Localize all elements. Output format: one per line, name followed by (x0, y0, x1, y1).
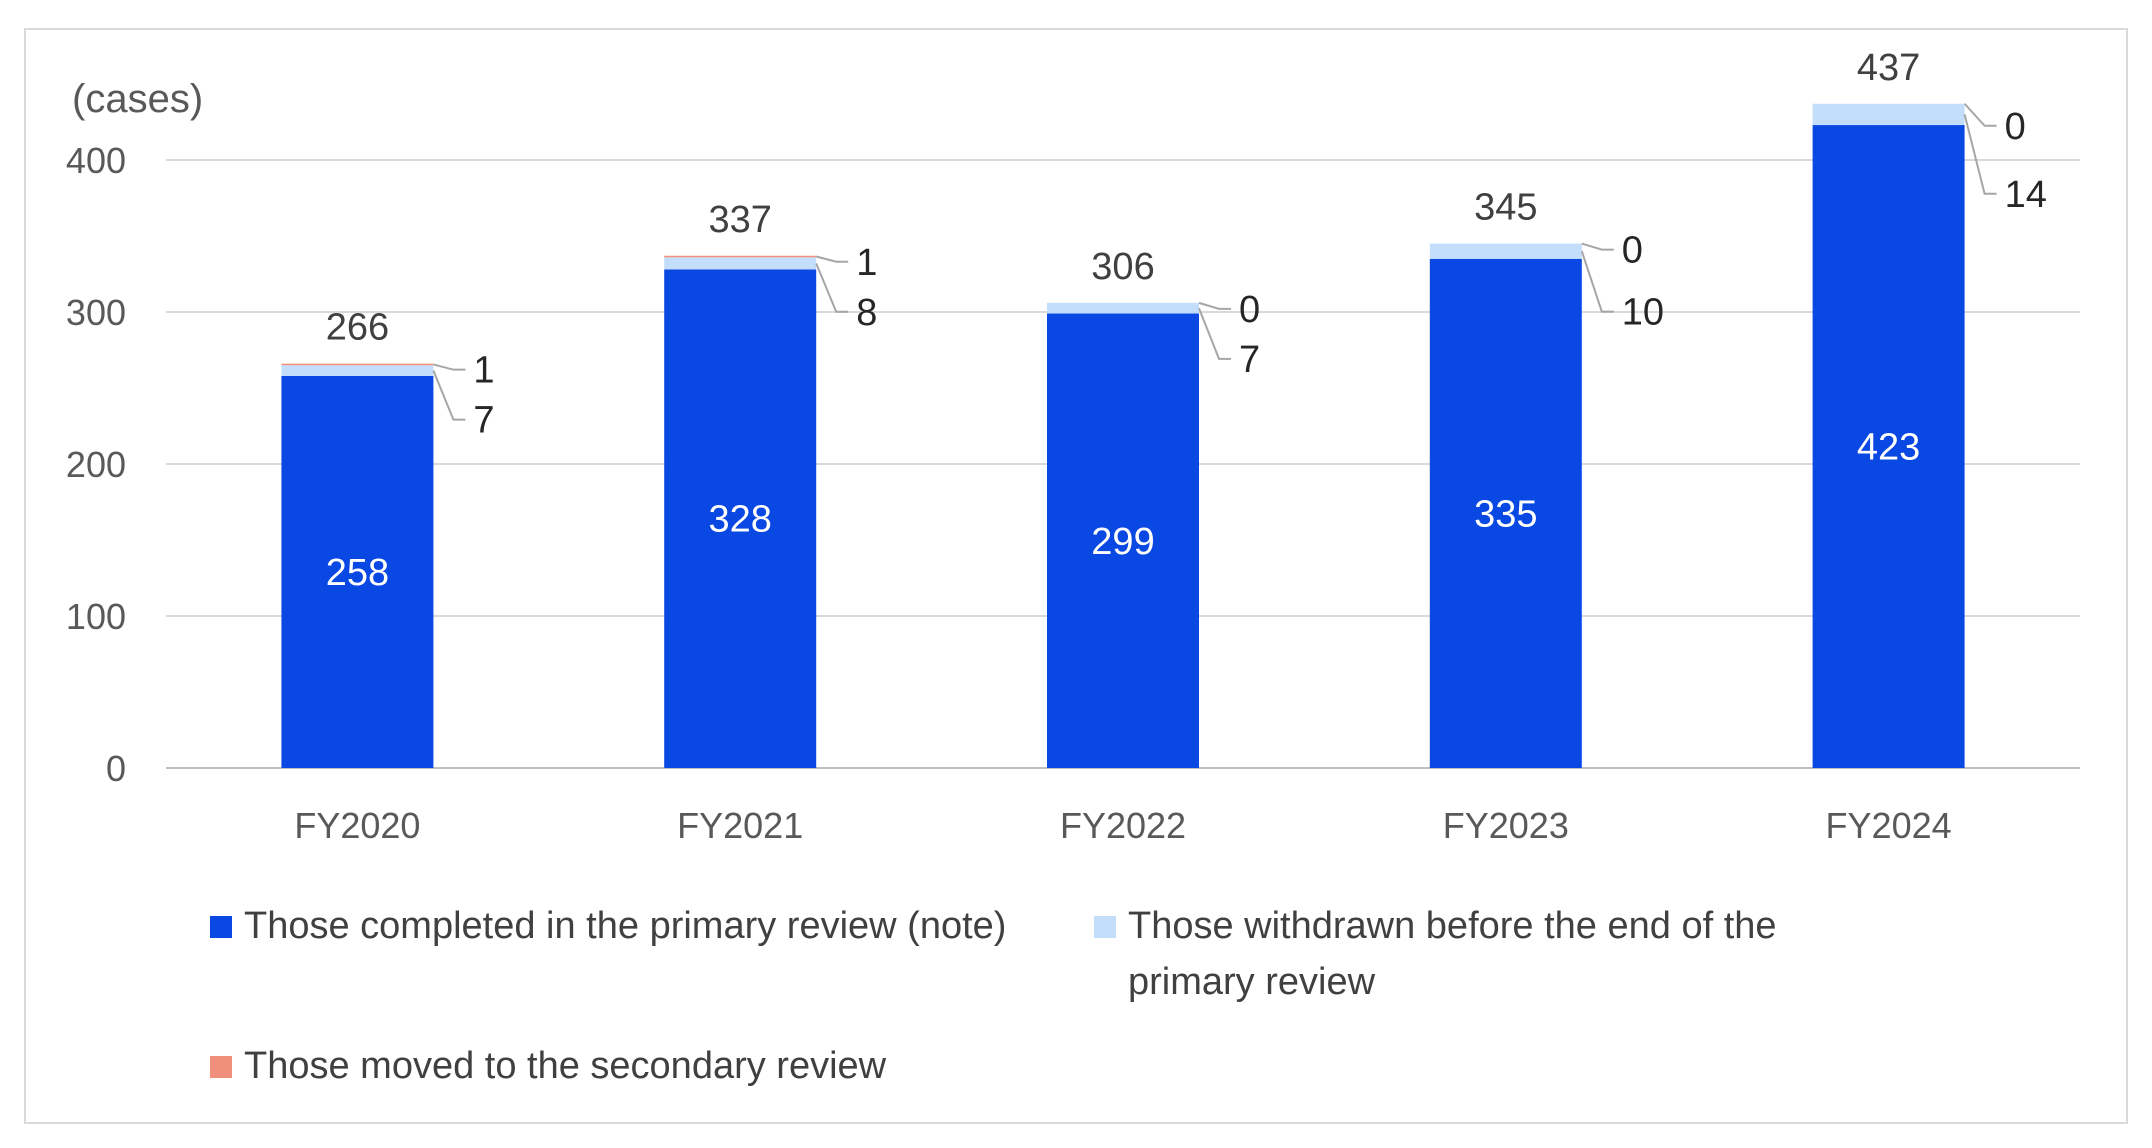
bar-segment-completed (1429, 258, 1582, 768)
chart-frame: 0 100 200 300 400 (cases) FY2020 258 266 1 7 FY2021… (24, 28, 2128, 1124)
data-label-completed: 328 (708, 499, 771, 541)
bar-segment-withdrawn (281, 365, 434, 376)
data-label-withdrawn: 7 (473, 400, 494, 442)
leader-line (432, 370, 466, 421)
data-label-secondary: 0 (1622, 230, 1643, 272)
unit-label: (cases) (72, 77, 203, 121)
leader-line (433, 363, 466, 371)
x-tick-label: FY2020 (294, 805, 420, 846)
legend-label-withdrawn-line2: primary review (1128, 961, 1376, 1003)
data-label-completed: 335 (1474, 493, 1537, 535)
leader-line (815, 255, 849, 263)
y-tick-label: 200 (66, 444, 126, 485)
leader-line (815, 262, 849, 313)
legend-label-secondary: Those moved to the secondary review (244, 1045, 887, 1087)
data-label-total: 306 (1091, 246, 1154, 288)
data-label-withdrawn: 10 (1622, 292, 1664, 334)
bar-segment-withdrawn (664, 257, 817, 270)
bar-segment-secondary (664, 255, 817, 258)
data-label-secondary: 0 (2005, 106, 2026, 148)
bar-segment-completed (1047, 313, 1199, 768)
data-label-secondary: 0 (1239, 289, 1260, 331)
bar-segment-secondary (281, 363, 434, 366)
bar-segment-withdrawn (1812, 103, 1965, 126)
leader-line (1580, 250, 1614, 313)
data-label-secondary: 1 (473, 350, 494, 392)
leader-line (1963, 114, 1997, 195)
bar-segment-completed (281, 375, 434, 768)
data-label-total: 266 (326, 307, 389, 349)
x-tick-label: FY2023 (1443, 805, 1569, 846)
y-tick-label: 100 (66, 596, 126, 637)
data-label-completed: 299 (1091, 521, 1154, 563)
legend-swatch-withdrawn (1094, 916, 1116, 938)
bar-segment-completed (664, 269, 817, 768)
data-label-total: 337 (708, 199, 771, 241)
stacked-bar-chart: 0100200300400(cases)FY202025826617FY2021… (66, 47, 2080, 846)
data-label-secondary: 1 (856, 242, 877, 284)
bar-segment-completed (1812, 125, 1965, 769)
x-tick-label: FY2024 (1826, 805, 1952, 846)
leader-line (1198, 307, 1231, 360)
legend-label-completed: Those completed in the primary review (n… (244, 905, 1007, 947)
data-label-completed: 258 (326, 552, 389, 594)
y-tick-label: 300 (66, 292, 126, 333)
legend-label-withdrawn: Those withdrawn before the end of the (1128, 905, 1777, 947)
data-label-withdrawn: 8 (856, 292, 877, 334)
legend-swatch-completed (210, 916, 232, 938)
data-label-completed: 423 (1857, 427, 1920, 469)
x-tick-label: FY2021 (677, 805, 803, 846)
y-tick-label: 400 (66, 140, 126, 181)
bar-segment-withdrawn (1429, 243, 1582, 259)
leader-line (1963, 103, 1997, 127)
leader-line (1198, 301, 1231, 310)
data-label-withdrawn: 14 (2005, 174, 2047, 216)
x-tick-label: FY2022 (1060, 805, 1186, 846)
leader-line (1581, 242, 1614, 251)
bar-segment-withdrawn (1047, 302, 1199, 314)
legend-swatch-secondary (210, 1056, 232, 1078)
data-label-total: 437 (1857, 47, 1920, 89)
y-tick-label: 0 (106, 748, 126, 789)
data-label-withdrawn: 7 (1239, 339, 1260, 381)
data-label-total: 345 (1474, 187, 1537, 229)
